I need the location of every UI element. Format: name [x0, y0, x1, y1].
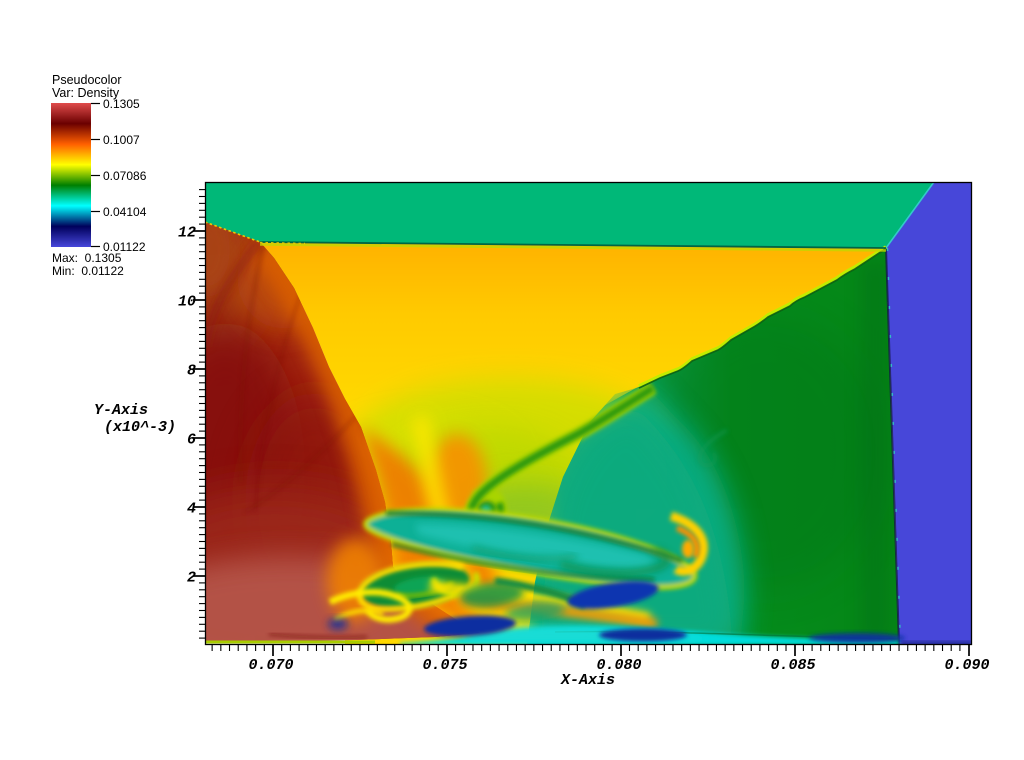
svg-text:0.070: 0.070	[248, 657, 293, 674]
svg-text:0.075: 0.075	[422, 657, 467, 674]
svg-text:Max: 0.1305: Max: 0.1305	[52, 251, 122, 265]
svg-text:(x10^-3): (x10^-3)	[104, 419, 176, 436]
svg-text:0.07086: 0.07086	[103, 169, 147, 183]
svg-text:8: 8	[187, 363, 196, 380]
svg-text:0.04104: 0.04104	[103, 205, 147, 219]
svg-text:Var: Density: Var: Density	[52, 86, 120, 100]
svg-text:0.085: 0.085	[770, 657, 815, 674]
svg-text:Pseudocolor: Pseudocolor	[52, 73, 122, 87]
svg-text:0.1305: 0.1305	[103, 97, 140, 111]
svg-text:0.1007: 0.1007	[103, 133, 140, 147]
svg-text:4: 4	[187, 501, 196, 518]
svg-text:2: 2	[187, 570, 196, 587]
svg-text:10: 10	[178, 294, 196, 311]
svg-text:0.080: 0.080	[596, 657, 641, 674]
svg-text:6: 6	[187, 432, 196, 449]
svg-text:0.01122: 0.01122	[103, 240, 146, 254]
svg-text:X-Axis: X-Axis	[560, 672, 615, 689]
svg-text:12: 12	[178, 225, 196, 242]
svg-text:Min: 0.01122: Min: 0.01122	[52, 264, 124, 278]
svg-text:0.090: 0.090	[944, 657, 989, 674]
svg-text:Y-Axis: Y-Axis	[94, 402, 148, 419]
